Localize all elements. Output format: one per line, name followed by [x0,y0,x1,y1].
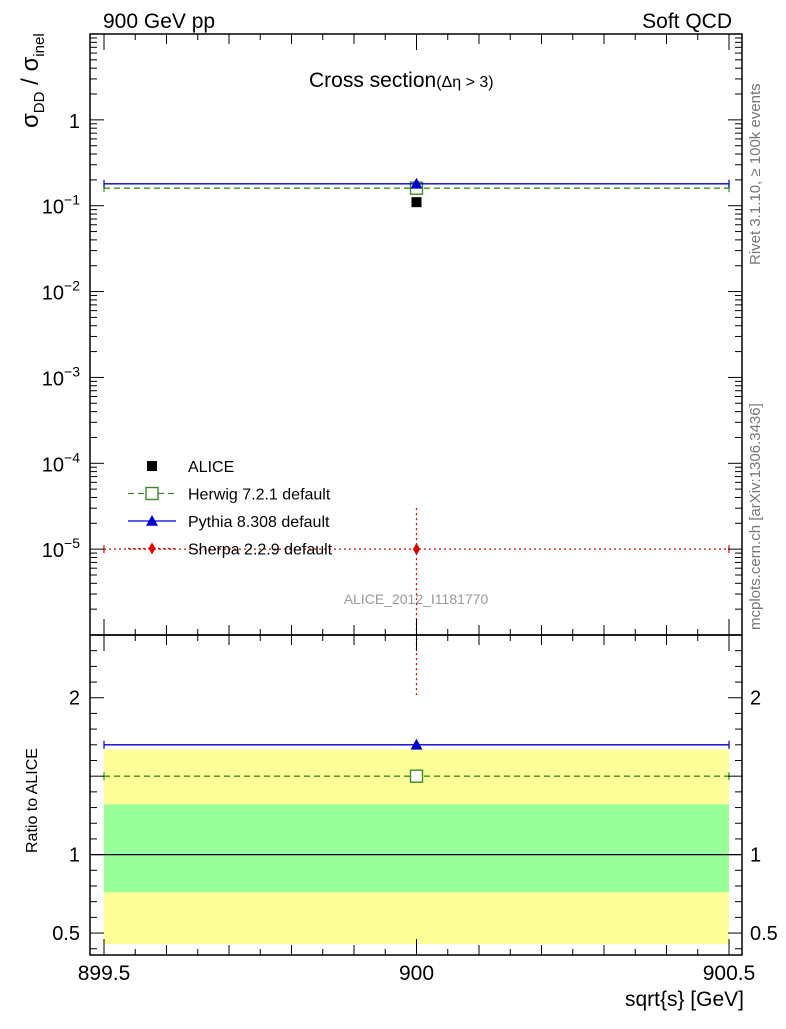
main-ytick-label-exp: −5 [64,535,80,551]
main-title: Cross section(Δη > 3) [309,69,494,92]
mcplots-label: mcplots.cern.ch [arXiv:1306.3436] [747,403,764,630]
legend: ALICE Herwig 7.2.1 default Pythia 8.308 de… [128,459,333,559]
ratio-ytick-label-left: 2 [69,688,80,710]
main-ytick-label: 10−5 [42,535,80,562]
ylabel-sub-dd: DD [31,91,48,113]
data-point-pythia [410,177,423,189]
ratio-point-pythia [410,738,423,750]
ratio-ylabel: Ratio to ALICE [24,748,41,853]
main-ytick-label: 10−3 [42,363,80,390]
ratio-ytick-label-left: 1 [69,845,80,867]
ratio-ytick-label-right: 0.5 [750,923,778,945]
ratio-ytick-label-right: 1 [750,845,761,867]
main-ytick-label-base: 1 [69,111,80,133]
legend-label-sherpa: Sherpa 2.2.9 default [188,542,333,559]
main-ytick-label-base: 10 [42,283,64,305]
ratio-ytick-label-right: 2 [750,688,761,710]
main-ytick-label: 10−1 [42,192,80,219]
rivet-label: Rivet 3.1.10, ≥ 100k events [747,83,764,265]
main-title-sub: (Δη > 3) [436,74,493,91]
main-ytick-label-exp: −4 [64,449,80,465]
ratio-band-inner [104,804,729,893]
ylabel-sigma: σ [17,113,44,128]
header-left: 900 GeV pp [103,10,215,33]
ylabel-sep: / σ [17,57,44,92]
main-ytick-label-base: 10 [42,454,64,476]
legend-marker-pythia [146,515,158,526]
main-ylabel: σDD / σinel [17,33,48,128]
ratio-plot-layer [90,738,742,856]
ratio-bands [104,749,729,945]
legend-marker-sherpa [148,542,156,555]
xtick-label: 900 [399,962,434,985]
legend-label-alice: ALICE [188,459,234,476]
ylabel-sub-inel: inel [31,33,48,56]
x-axis-label: sqrt{s} [GeV] [625,988,744,1011]
legend-marker-herwig [145,486,159,501]
main-ytick-label: 10−2 [42,278,80,305]
data-point-alice [411,197,422,208]
main-plot-layer [103,177,730,695]
legend-label-pythia: Pythia 8.308 default [188,514,330,531]
legend-label-herwig: Herwig 7.2.1 default [188,487,331,504]
data-point-sherpa [412,543,421,556]
main-ytick-label-base: 10 [42,540,64,562]
xtick-label: 899.5 [78,962,131,985]
ratio-ytick-label-left: 0.5 [52,923,80,945]
main-ytick-label-base: 10 [42,197,64,219]
header-right: Soft QCD [642,10,732,33]
main-ytick-label-exp: −1 [64,192,80,208]
legend-marker-alice [147,461,157,471]
ratio-point-herwig [409,769,424,783]
main-title-text: Cross section [309,69,436,92]
main-ytick-label-exp: −3 [64,363,80,379]
xtick-label: 900.5 [703,962,756,985]
main-ytick-label: 10−4 [42,449,80,476]
main-ytick-label: 1 [69,111,80,133]
main-ytick-label-exp: −2 [64,278,80,294]
main-ytick-label-base: 10 [42,368,64,390]
